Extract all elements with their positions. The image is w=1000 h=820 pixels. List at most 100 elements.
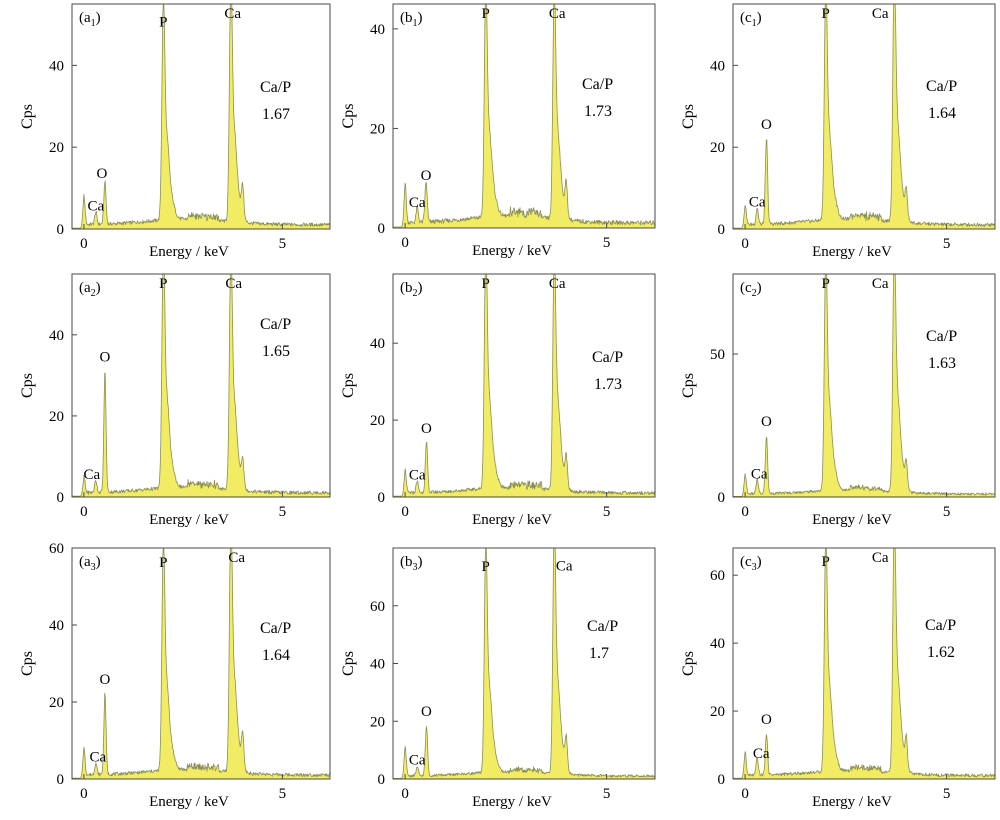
plot-frame	[732, 547, 996, 780]
spectrum-area	[392, 3, 656, 229]
ratio-label: Ca/P	[260, 316, 291, 333]
ratio-value: 1.64	[262, 647, 290, 664]
peak-label-p: P	[159, 15, 167, 31]
x-tick-label: 5	[279, 504, 287, 520]
ratio-label: Ca/P	[926, 328, 957, 345]
spectrum-area	[71, 3, 331, 230]
panel-a3: 0 20 40 60 0 5 Energy / keV Cps (a3) Ca O P Ca Ca/P 1.…	[19, 541, 331, 810]
ratio-label: Ca/P	[925, 617, 956, 634]
x-tick-label: 0	[80, 236, 88, 252]
x-tick-label: 0	[741, 504, 749, 520]
plot-frame	[392, 547, 656, 780]
peak-label-ca: Ca	[872, 276, 889, 292]
ratio-value: 1.73	[584, 103, 612, 120]
peak-label-o: O	[761, 414, 772, 430]
plot-frame	[732, 3, 996, 230]
y-tick-label: 0	[718, 490, 726, 506]
plot-frame	[71, 3, 331, 230]
x-axis-label: Energy / keV	[472, 794, 552, 810]
x-tick-label: 0	[401, 504, 409, 520]
peak-label-o: O	[100, 672, 111, 688]
x-axis-label: Energy / keV	[149, 512, 229, 528]
panel-label: (c1)	[740, 10, 762, 29]
panel-label: (c2)	[740, 280, 762, 299]
x-axis-label: Energy / keV	[812, 794, 892, 810]
panel-a2: 0 20 40 0 5 Energy / keV Cps (a2) Ca O P Ca Ca/P 1.65	[19, 273, 331, 528]
peak-label-o: O	[100, 349, 111, 365]
panel-c1: 0 20 40 0 5 Energy / keV Cps (c1) Ca O P Ca Ca/P 1.64	[680, 3, 996, 260]
ratio-value: 1.65	[262, 343, 290, 360]
peak-label-o: O	[421, 168, 432, 184]
panel-b1: 0 20 40 0 5 Energy / keV Cps (b1) Ca O P Ca Ca/P 1.73	[340, 3, 656, 259]
plot-frame	[71, 273, 331, 498]
y-axis-label: Cps	[340, 651, 357, 676]
peak-label-o: O	[761, 117, 772, 133]
x-tick-label: 5	[603, 504, 611, 520]
ratio-label: Ca/P	[587, 618, 618, 635]
y-tick-label: 20	[710, 140, 725, 156]
ratio-label: Ca/P	[260, 620, 291, 637]
panel-label: (a2)	[79, 280, 101, 299]
peak-label-ca: Ca	[872, 550, 889, 566]
y-axis-label: Cps	[19, 104, 36, 129]
peak-label-o: O	[421, 421, 432, 437]
y-tick-label: 40	[710, 58, 725, 74]
y-tick-label: 20	[49, 409, 64, 425]
panel-label: (a1)	[79, 10, 101, 29]
y-axis-label: Cps	[340, 104, 357, 129]
ratio-value: 1.73	[594, 376, 622, 393]
ratio-label: Ca/P	[260, 79, 291, 96]
y-axis-label: Cps	[19, 651, 36, 676]
ratio-value: 1.7	[589, 645, 609, 662]
peak-label-p: P	[822, 6, 830, 22]
peak-label-p: P	[482, 6, 490, 22]
x-tick-label: 0	[401, 235, 409, 251]
ratio-value: 1.64	[928, 105, 956, 122]
peak-label-o: O	[97, 166, 108, 182]
plot-frame	[71, 547, 331, 780]
spectrum-area	[71, 547, 331, 780]
y-tick-label: 20	[49, 695, 64, 711]
panel-b3: 0 20 40 60 0 5 Energy / keV Cps (b3) Ca O P Ca Ca/P 1.…	[340, 547, 656, 810]
panel-c3: 0 20 40 60 0 5 Energy / keV Cps (c3) Ca O P Ca Ca/P 1.…	[680, 547, 996, 810]
peak-label-o: O	[421, 704, 432, 720]
panel-c2: 0 50 0 5 Energy / keV Cps (c2) Ca O P Ca Ca/P 1.63	[680, 273, 996, 528]
peak-label-p: P	[159, 555, 167, 571]
y-tick-label: 60	[710, 568, 725, 584]
y-tick-label: 20	[370, 121, 385, 137]
y-tick-label: 60	[370, 599, 385, 615]
y-tick-label: 20	[710, 704, 725, 720]
y-tick-label: 50	[710, 347, 725, 363]
x-tick-label: 5	[603, 786, 611, 802]
y-tick-label: 40	[710, 636, 725, 652]
x-axis-label: Energy / keV	[149, 794, 229, 810]
x-tick-label: 5	[943, 236, 951, 252]
y-tick-label: 60	[49, 541, 64, 557]
spectrum-area	[732, 547, 996, 780]
y-tick-label: 0	[378, 221, 386, 237]
x-tick-label: 5	[943, 504, 951, 520]
peak-label-ca: Ca	[753, 746, 770, 762]
plot-frame	[392, 273, 656, 498]
y-axis-label: Cps	[680, 104, 697, 129]
spectrum-area	[392, 273, 656, 498]
x-axis-label: Energy / keV	[472, 512, 552, 528]
ratio-label: Ca/P	[592, 349, 623, 366]
peak-label-o: O	[761, 712, 772, 728]
x-tick-label: 5	[943, 786, 951, 802]
peak-label-ca: Ca	[89, 749, 106, 765]
y-tick-label: 20	[370, 714, 385, 730]
panel-a1: 0 20 40 0 5 Energy / keV Cps (a1) Ca O P Ca Ca/P 1.67	[19, 3, 331, 260]
peak-label-ca: Ca	[556, 558, 573, 574]
ratio-value: 1.67	[262, 106, 290, 123]
ratio-value: 1.63	[928, 355, 956, 372]
y-tick-label: 0	[378, 490, 386, 506]
peak-label-ca: Ca	[409, 467, 426, 483]
panel-b2: 0 20 40 0 5 Energy / keV Cps (b2) Ca O P Ca Ca/P 1.73	[340, 273, 656, 528]
x-tick-label: 0	[741, 786, 749, 802]
x-tick-label: 5	[279, 786, 287, 802]
y-tick-label: 0	[378, 772, 386, 788]
x-tick-label: 0	[401, 786, 409, 802]
y-tick-label: 20	[49, 140, 64, 156]
